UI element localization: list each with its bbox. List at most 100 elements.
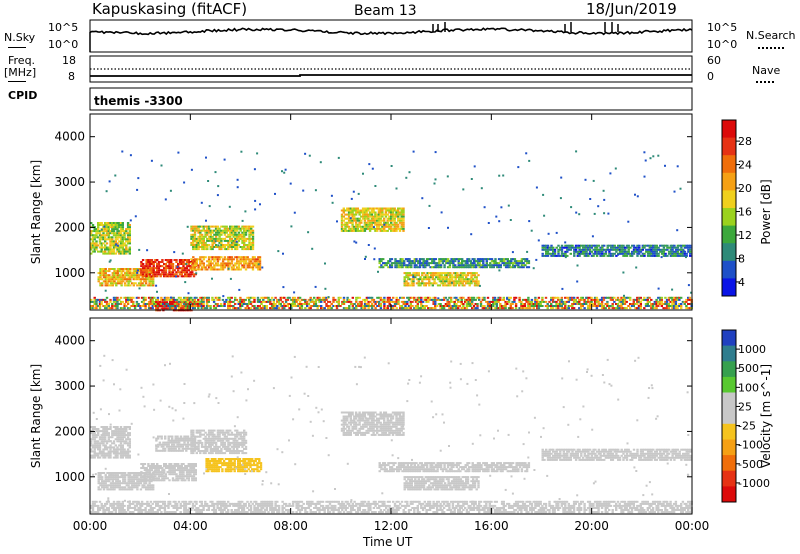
data-cell [104,246,107,249]
data-cell [356,225,359,228]
data-cell [132,303,135,305]
data-cell [679,187,682,190]
data-cell [148,473,152,476]
data-cell [109,280,113,283]
data-cell [372,226,375,229]
data-cell [157,467,161,469]
data-cell [156,471,159,474]
data-cell [130,476,134,479]
data-cell [399,305,402,307]
data-cell [270,305,274,307]
data-cell [152,484,155,487]
data-cell [250,225,253,228]
data-cell [437,303,441,305]
data-cell [465,278,468,281]
data-cell [115,476,118,479]
data-cell [355,241,358,244]
data-cell [486,307,490,310]
data-cell [597,305,600,307]
data-cell [507,300,511,303]
data-cell [407,282,410,285]
data-cell [406,258,409,261]
data-cell [177,463,180,465]
data-cell [517,166,520,169]
data-cell [627,305,630,307]
data-cell [454,278,457,281]
data-cell [151,305,154,307]
data-cell [122,280,125,283]
data-cell [173,273,176,276]
data-cell [228,296,232,299]
data-cell [562,303,565,305]
data-cell [104,224,107,226]
data-cell [664,307,667,310]
data-cell [213,229,216,232]
data-cell [107,432,110,435]
data-cell [376,207,379,210]
data-cell [288,303,291,305]
data-cell [209,237,212,240]
data-cell [134,474,137,477]
data-cell [207,227,211,230]
data-cell [455,303,458,305]
data-cell [197,300,200,303]
data-cell [265,307,268,310]
data-cell [211,296,214,299]
data-cell [513,298,516,301]
data-cell [257,264,260,267]
data-cell [209,262,212,265]
data-cell [188,301,191,304]
data-cell [550,248,553,251]
data-cell [109,282,113,285]
data-cell [193,266,197,269]
data-cell [116,438,119,441]
data-cell [172,307,175,310]
data-cell [400,219,403,222]
data-cell [118,244,121,247]
data-cell [183,296,186,299]
data-cell [98,444,102,447]
data-cell [116,472,120,474]
data-cell [520,258,524,261]
data-cell [130,480,134,483]
data-cell [232,229,235,232]
data-cell [457,305,460,307]
data-cell [546,254,550,257]
data-cell [683,244,687,247]
data-cell [481,296,484,299]
data-cell [643,244,646,247]
data-cell [595,305,599,307]
data-cell [671,288,674,291]
data-cell [159,471,162,474]
data-cell [367,227,370,230]
data-cell [665,303,669,305]
data-cell [580,248,583,251]
data-cell [464,298,467,301]
data-cell [104,478,107,481]
data-cell [365,225,368,228]
data-cell [431,272,434,275]
data-cell [111,305,114,307]
data-cell [321,298,325,301]
data-cell [123,442,126,445]
data-cell [365,211,368,214]
data-cell [318,305,321,307]
data-cell [552,248,555,251]
data-cell [463,284,466,287]
data-cell [251,231,255,234]
data-cell [127,480,130,483]
data-cell [468,282,471,285]
data-cell [116,486,120,489]
data-cell [465,300,469,303]
data-cell [139,476,143,479]
data-cell [118,222,121,224]
data-cell [99,482,102,485]
data-cell [111,228,114,231]
data-cell [229,237,232,240]
data-cell [541,254,544,257]
data-cell [532,307,535,310]
data-cell [97,486,100,489]
data-cell [112,246,116,249]
data-cell [383,298,386,301]
